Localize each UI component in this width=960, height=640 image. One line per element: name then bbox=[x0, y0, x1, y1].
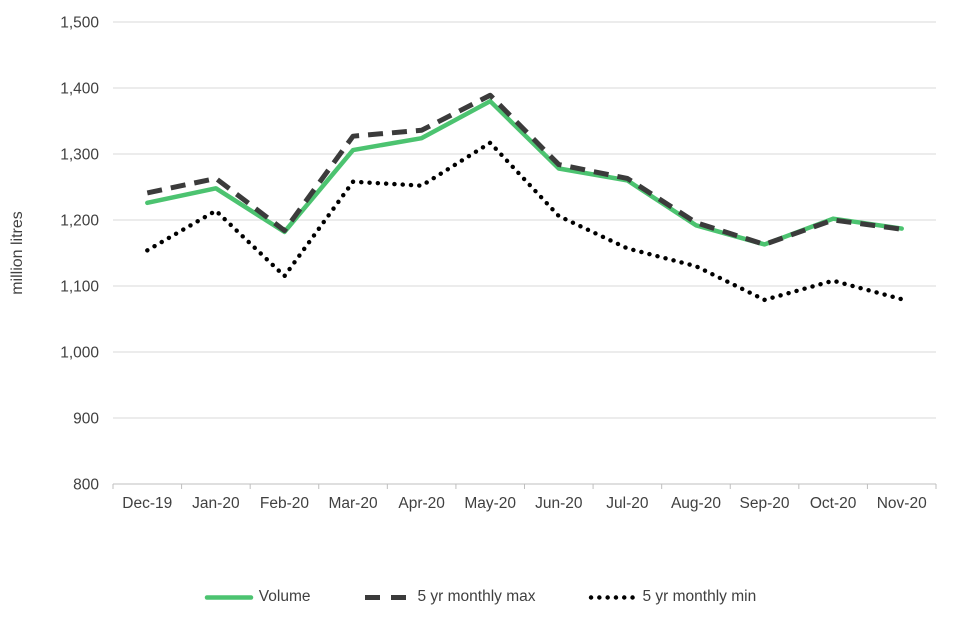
legend-swatch-solid-line bbox=[204, 595, 254, 600]
series-lines bbox=[145, 92, 904, 303]
y-tick-label: 900 bbox=[73, 411, 99, 428]
y-tick-label: 1,200 bbox=[60, 213, 99, 230]
series-line-volume bbox=[145, 98, 904, 247]
x-tick-label: May-20 bbox=[464, 495, 516, 512]
x-tick-label: Sep-20 bbox=[740, 495, 790, 512]
plot-area: 800 900 1,000 1,100 1,200 1,300 1,400 1,500 Dec-… bbox=[9, 15, 937, 513]
x-tick-label: Dec-19 bbox=[122, 495, 172, 512]
legend-item-volume: Volume bbox=[204, 588, 311, 606]
legend: Volume 5 yr monthly max 5 yr monthly min bbox=[0, 588, 960, 606]
x-tick-label: Jul-20 bbox=[606, 495, 649, 512]
x-tick-label: Mar-20 bbox=[328, 495, 377, 512]
x-tick-label: Jan-20 bbox=[192, 495, 240, 512]
y-tick-label: 1,300 bbox=[60, 147, 99, 164]
legend-label: 5 yr monthly min bbox=[642, 588, 757, 605]
y-tick-label: 800 bbox=[73, 477, 99, 494]
legend-swatch-dotted-line bbox=[588, 595, 637, 600]
y-tick-label: 1,400 bbox=[60, 81, 99, 98]
legend-item-5-yr-monthly-max: 5 yr monthly max bbox=[362, 588, 536, 606]
x-tick-label: Feb-20 bbox=[260, 495, 309, 512]
legend-label: 5 yr monthly max bbox=[417, 588, 536, 605]
x-tick-label: Jun-20 bbox=[535, 495, 583, 512]
x-tick-label: Nov-20 bbox=[877, 495, 927, 512]
legend-swatch-dashed-line bbox=[365, 595, 410, 600]
legend-item-5-yr-monthly-min: 5 yr monthly min bbox=[588, 588, 757, 606]
legend-label: Volume bbox=[258, 588, 311, 605]
gridlines bbox=[112, 21, 937, 489]
x-tick-label: Oct-20 bbox=[810, 495, 857, 512]
y-tick-label: 1,500 bbox=[60, 15, 99, 32]
x-tick-label: Apr-20 bbox=[398, 495, 445, 512]
y-tick-label: 1,000 bbox=[60, 345, 99, 362]
series-line-5-yr-monthly-min bbox=[145, 140, 904, 303]
y-axis-title: million litres bbox=[9, 211, 26, 295]
series-line-5-yr-monthly-max bbox=[146, 92, 903, 247]
y-tick-label: 1,100 bbox=[60, 279, 99, 296]
axis-labels: 800 900 1,000 1,100 1,200 1,300 1,400 1,500 Dec-… bbox=[60, 15, 927, 513]
x-tick-label: Aug-20 bbox=[671, 495, 721, 512]
